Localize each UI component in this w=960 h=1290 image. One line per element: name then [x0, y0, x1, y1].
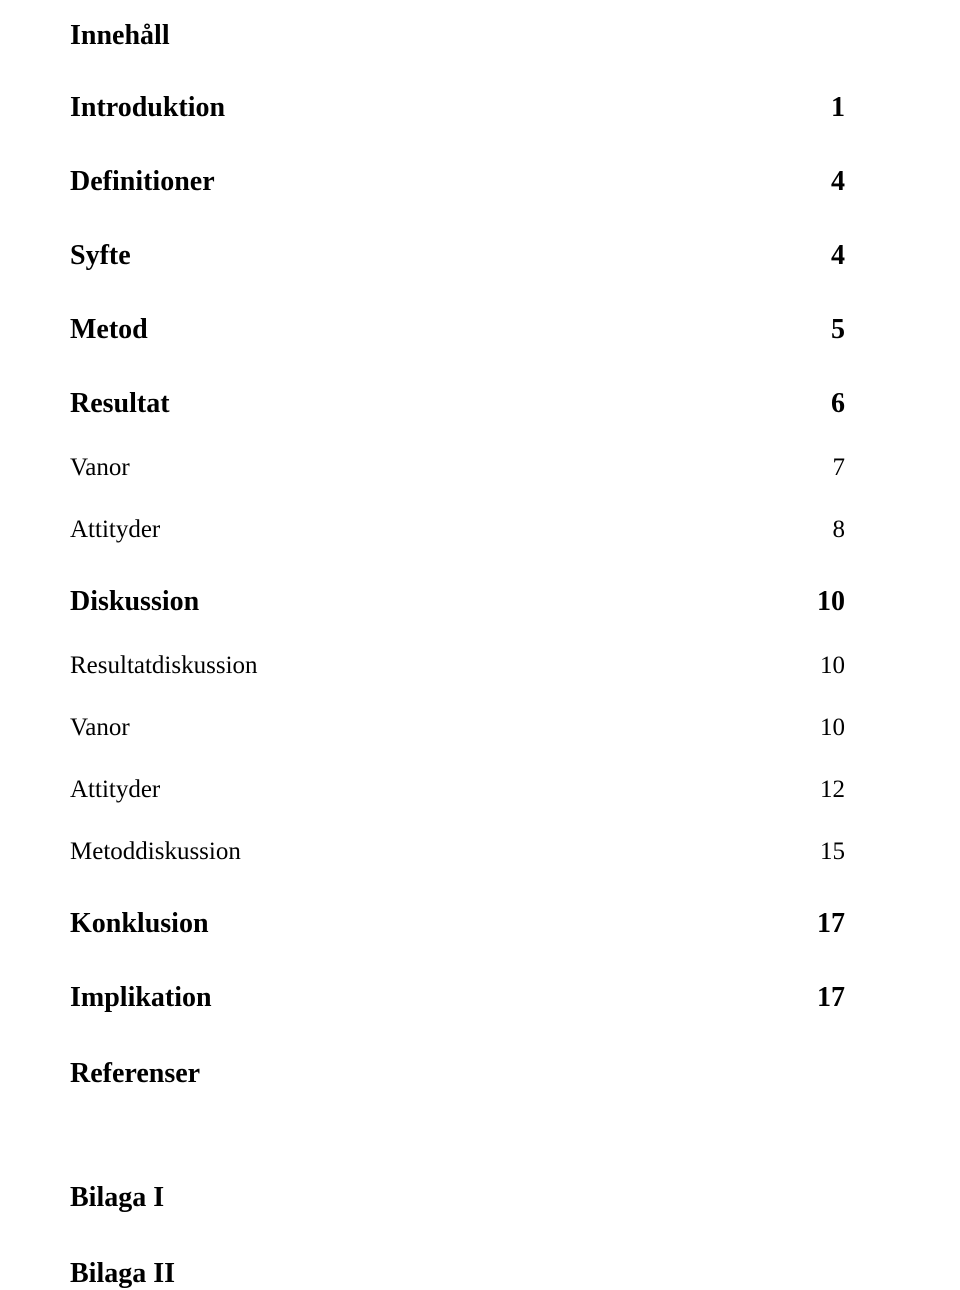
toc-subentry: Attityder 8 [70, 516, 845, 544]
toc-entry-label: Konklusion [70, 908, 209, 940]
toc-subentry: Vanor 10 [70, 714, 845, 742]
toc-entry: Metod 5 [70, 314, 845, 346]
toc-entry-nopage: Referenser [70, 1058, 845, 1090]
appendices: Bilaga I Bilaga II [70, 1182, 845, 1290]
toc-entry-label: Vanor [70, 714, 130, 742]
toc-title: Innehåll [70, 20, 845, 52]
toc-entry-label: Metoddiskussion [70, 838, 241, 866]
toc-entry: Konklusion 17 [70, 908, 845, 940]
toc-entry: Diskussion 10 [70, 586, 845, 618]
toc-entry-label: Attityder [70, 776, 160, 804]
toc-entry-label: Resultat [70, 388, 170, 420]
toc-entry-label: Implikation [70, 982, 212, 1014]
toc-entry-label: Diskussion [70, 586, 199, 618]
toc-entry-page: 5 [831, 314, 845, 346]
toc-entry-label: Introduktion [70, 92, 225, 124]
toc-entry-page: 8 [833, 516, 846, 544]
toc-entry-page: 4 [831, 240, 845, 272]
toc-entry-label: Definitioner [70, 166, 215, 198]
toc-subentry: Resultatdiskussion 10 [70, 652, 845, 680]
toc-entry-page: 17 [817, 982, 845, 1014]
toc-entry-label: Syfte [70, 240, 131, 272]
toc-subentry: Vanor 7 [70, 454, 845, 482]
toc-entry-label: Resultatdiskussion [70, 652, 258, 680]
toc-entry-page: 10 [820, 652, 845, 680]
toc-entry-nopage: Bilaga II [70, 1258, 845, 1290]
toc-entry-page: 1 [831, 92, 845, 124]
toc-entry-page: 10 [820, 714, 845, 742]
toc-entry-page: 12 [820, 776, 845, 804]
document-page: Innehåll Introduktion 1 Definitioner 4 S… [0, 0, 960, 1082]
toc-entry-page: 15 [820, 838, 845, 866]
toc-entry: Definitioner 4 [70, 166, 845, 198]
toc-entry: Syfte 4 [70, 240, 845, 272]
toc-entry-page: 10 [817, 586, 845, 618]
toc-entry-label: Attityder [70, 516, 160, 544]
toc-entry: Resultat 6 [70, 388, 845, 420]
toc-subentry: Metoddiskussion 15 [70, 838, 845, 866]
toc-entry-page: 17 [817, 908, 845, 940]
toc-entry-page: 7 [833, 454, 846, 482]
toc-entry-page: 4 [831, 166, 845, 198]
toc-entry: Introduktion 1 [70, 92, 845, 124]
toc-entry-label: Metod [70, 314, 148, 346]
toc-subentry: Attityder 12 [70, 776, 845, 804]
toc-entry-page: 6 [831, 388, 845, 420]
toc-entry: Implikation 17 [70, 982, 845, 1014]
toc-entry-label: Vanor [70, 454, 130, 482]
toc-entry-nopage: Bilaga I [70, 1182, 845, 1214]
